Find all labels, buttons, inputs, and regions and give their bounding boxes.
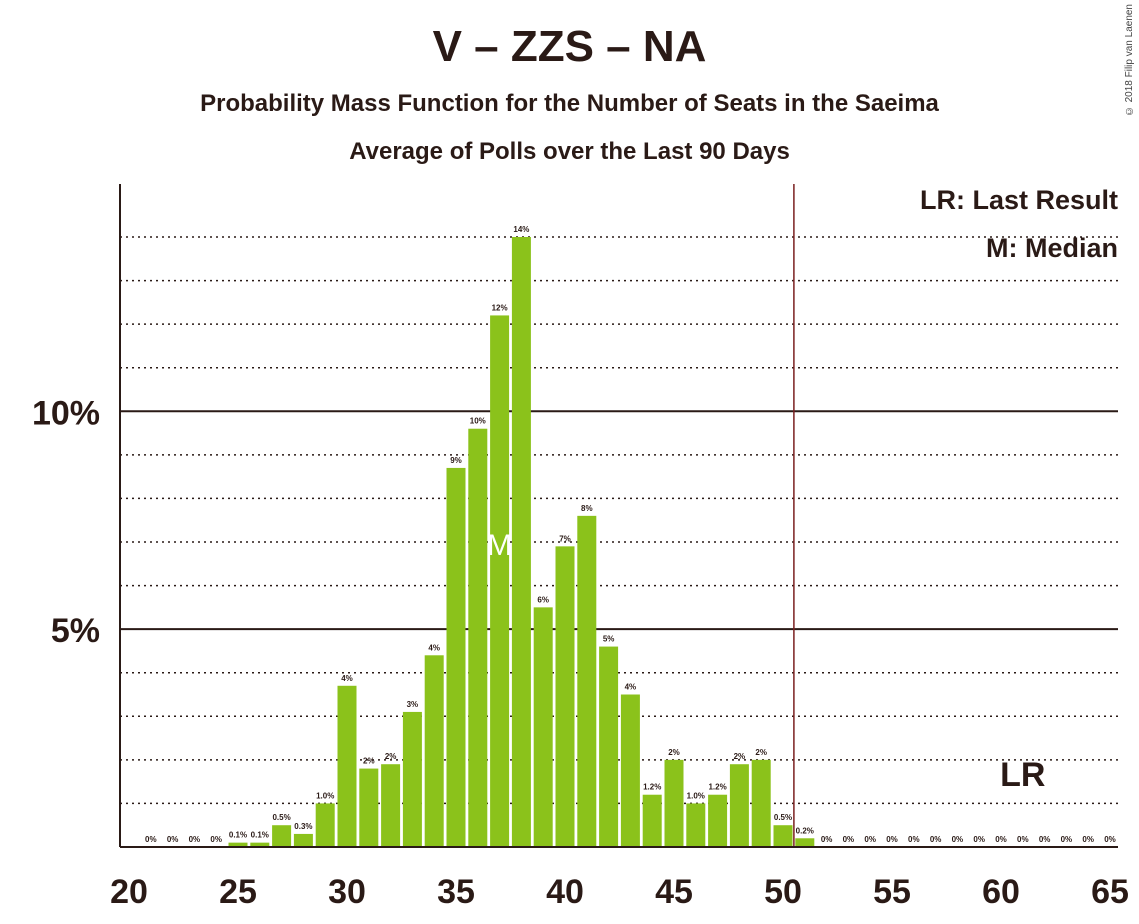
chart-subtitle-2: Average of Polls over the Last 90 Days bbox=[349, 138, 790, 165]
x-tick-label: 50 bbox=[764, 873, 802, 911]
data-label: 4% bbox=[341, 674, 353, 683]
data-label: 10% bbox=[470, 417, 486, 426]
bar bbox=[446, 467, 466, 847]
data-label: 0.1% bbox=[229, 831, 247, 840]
data-label: 1.0% bbox=[316, 791, 334, 800]
x-tick-label: 40 bbox=[546, 873, 584, 911]
bar bbox=[729, 764, 749, 847]
x-tick-label: 35 bbox=[437, 873, 475, 911]
x-tick-label: 30 bbox=[328, 873, 366, 911]
data-label: 2% bbox=[668, 748, 680, 757]
data-label: 0% bbox=[189, 835, 201, 844]
data-label: 0% bbox=[1061, 835, 1073, 844]
data-label: 1.0% bbox=[687, 791, 705, 800]
bar bbox=[599, 646, 619, 847]
data-label: 0% bbox=[1017, 835, 1029, 844]
data-label: 0.2% bbox=[796, 826, 814, 835]
data-label: 0% bbox=[952, 835, 964, 844]
data-label: 0% bbox=[864, 835, 876, 844]
x-tick-label: 60 bbox=[982, 873, 1020, 911]
bar bbox=[533, 607, 553, 847]
data-label: 1.2% bbox=[643, 783, 661, 792]
bar bbox=[272, 825, 292, 847]
data-label: 1.2% bbox=[708, 783, 726, 792]
bar bbox=[337, 685, 357, 847]
bar bbox=[511, 237, 531, 847]
data-label: 7% bbox=[559, 534, 571, 543]
data-label: 2% bbox=[363, 757, 375, 766]
data-label: 0% bbox=[930, 835, 942, 844]
y-tick-label: 10% bbox=[32, 394, 100, 432]
last-result-marker: LR bbox=[1000, 756, 1045, 794]
x-tick-label: 65 bbox=[1091, 873, 1129, 911]
bar bbox=[424, 655, 444, 847]
chart-subtitle: Probability Mass Function for the Number… bbox=[200, 90, 939, 117]
data-label: 0.3% bbox=[294, 822, 312, 831]
data-label: 14% bbox=[513, 225, 529, 234]
x-tick-label: 55 bbox=[873, 873, 911, 911]
chart-title: V – ZZS – NA bbox=[432, 22, 707, 71]
axes: 5% 10% 20 25 30 35 40 45 50 55 60 65 bbox=[32, 184, 1129, 911]
bar bbox=[751, 759, 771, 847]
bar bbox=[402, 711, 422, 847]
bar bbox=[293, 833, 313, 847]
median-marker: M bbox=[487, 529, 512, 562]
bar bbox=[577, 515, 597, 847]
bar bbox=[381, 764, 401, 847]
data-label: 0.5% bbox=[272, 813, 290, 822]
grid-lines bbox=[120, 236, 1118, 805]
data-label: 0.5% bbox=[774, 813, 792, 822]
data-label: 0% bbox=[167, 835, 179, 844]
data-label: 0% bbox=[995, 835, 1007, 844]
bar bbox=[250, 842, 270, 847]
bar bbox=[664, 759, 684, 847]
data-label: 0.1% bbox=[251, 831, 269, 840]
data-label: 9% bbox=[450, 456, 462, 465]
bar bbox=[642, 794, 662, 847]
x-tick-label: 45 bbox=[655, 873, 693, 911]
bar bbox=[686, 803, 706, 847]
data-label: 0% bbox=[843, 835, 855, 844]
bar bbox=[315, 803, 335, 847]
bar bbox=[228, 842, 248, 847]
data-label: 0% bbox=[145, 835, 157, 844]
data-label: 12% bbox=[492, 303, 508, 312]
data-label: 5% bbox=[603, 635, 615, 644]
bar bbox=[773, 825, 793, 847]
x-tick-label: 20 bbox=[110, 873, 148, 911]
data-labels: 0% 0% 0% 0% 0.1% 0.1%0.5%0.3%1.0%4%2% 2%3%4%9%… bbox=[145, 225, 1116, 844]
y-tick-label: 5% bbox=[51, 612, 100, 650]
legend-median: M: Median bbox=[986, 233, 1118, 263]
x-tick-label: 25 bbox=[219, 873, 257, 911]
data-label: 0% bbox=[1082, 835, 1094, 844]
bar bbox=[795, 838, 815, 847]
data-label: 6% bbox=[537, 595, 549, 604]
data-label: 0% bbox=[821, 835, 833, 844]
legend-last-result: LR: Last Result bbox=[920, 185, 1118, 215]
bar bbox=[468, 428, 488, 847]
bar bbox=[620, 694, 640, 847]
data-label: 2% bbox=[734, 752, 746, 761]
bar bbox=[490, 315, 510, 847]
data-label: 2% bbox=[385, 752, 397, 761]
bar bbox=[555, 546, 575, 847]
data-label: 4% bbox=[625, 683, 637, 692]
data-label: 0% bbox=[1039, 835, 1051, 844]
data-label: 0% bbox=[973, 835, 985, 844]
data-label: 2% bbox=[755, 748, 767, 757]
data-label: 0% bbox=[1104, 835, 1116, 844]
data-label: 0% bbox=[908, 835, 920, 844]
data-label: 0% bbox=[210, 835, 222, 844]
bar bbox=[359, 768, 379, 847]
data-label: 4% bbox=[428, 643, 440, 652]
bars bbox=[228, 237, 815, 847]
data-label: 0% bbox=[886, 835, 898, 844]
data-label: 8% bbox=[581, 504, 593, 513]
data-label: 3% bbox=[407, 700, 419, 709]
bar bbox=[708, 794, 728, 847]
